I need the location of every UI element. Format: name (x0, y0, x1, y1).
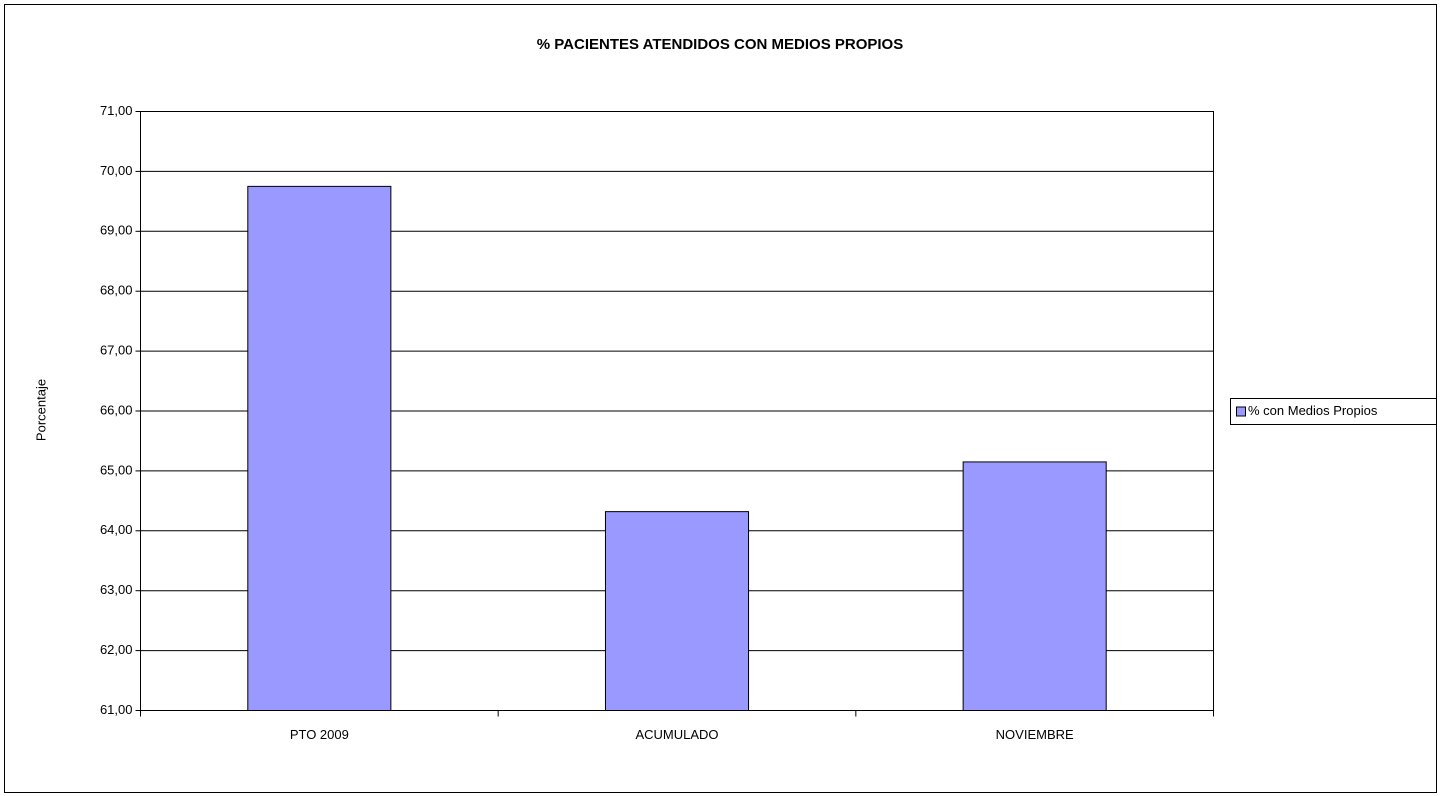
chart-title: % PACIENTES ATENDIDOS CON MEDIOS PROPIOS (537, 36, 903, 53)
y-tick-label: 65,00 (100, 462, 133, 477)
legend-label: % con Medios Propios (1248, 403, 1378, 418)
y-tick-label: 63,00 (100, 582, 133, 597)
y-tick-label: 69,00 (100, 223, 133, 238)
y-tick-label: 71,00 (100, 103, 133, 118)
y-tick-label: 61,00 (100, 702, 133, 717)
x-tick-label: NOVIEMBRE (996, 727, 1074, 742)
bar (962, 461, 1107, 712)
y-tick-label: 68,00 (100, 283, 133, 298)
legend-swatch (1236, 406, 1246, 417)
y-tick-label: 62,00 (100, 642, 133, 657)
y-tick-label: 70,00 (100, 163, 133, 178)
x-tick-label: ACUMULADO (635, 727, 718, 742)
y-tick-label: 67,00 (100, 343, 133, 358)
bar (247, 185, 392, 711)
y-tick-label: 66,00 (100, 402, 133, 417)
bar (604, 511, 750, 711)
y-tick-label: 64,00 (100, 522, 133, 537)
legend-box (1230, 398, 1437, 425)
y-axis-label: Porcentaje (33, 379, 48, 441)
x-tick-label: PTO 2009 (290, 727, 349, 742)
